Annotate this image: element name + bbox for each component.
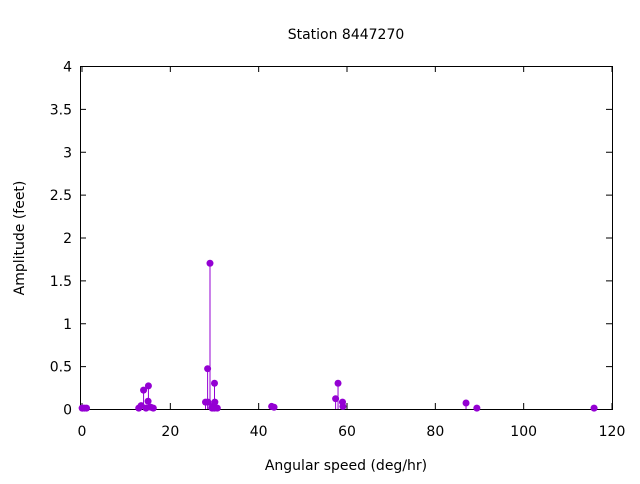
chart-title: Station 8447270 (288, 27, 405, 43)
stem-point (332, 395, 340, 403)
y-tick-label: 4 (63, 60, 72, 76)
stem-point (144, 382, 152, 390)
x-tick-label: 120 (599, 424, 626, 440)
y-axis-label: Amplitude (feet) (12, 181, 28, 296)
x-tick-label: 60 (338, 424, 356, 440)
y-tick-label: 0.5 (50, 360, 72, 376)
x-tick-label: 80 (426, 424, 444, 440)
x-tick-label: 40 (250, 424, 268, 440)
stem-point (140, 386, 148, 394)
x-axis-label: Angular speed (deg/hr) (265, 458, 427, 474)
stem-point (211, 379, 218, 387)
y-tick-label: 3.5 (50, 102, 72, 118)
y-tick-label: 3 (63, 145, 72, 161)
stem-point (462, 399, 470, 407)
stem-point (83, 404, 91, 412)
stem-point (213, 404, 221, 412)
y-tick-label: 1.5 (50, 274, 72, 290)
stem-point (590, 404, 598, 412)
stem-point (473, 404, 481, 412)
x-tick-label: 100 (510, 424, 537, 440)
y-tick-label: 1 (63, 317, 72, 333)
y-tick-label: 2.5 (50, 188, 72, 204)
stem-point (211, 398, 219, 406)
stem-point (270, 403, 278, 411)
stem-point (334, 379, 342, 387)
stem-point (339, 402, 347, 410)
x-tick-label: 20 (161, 424, 179, 440)
x-tick-label: 0 (78, 424, 87, 440)
stem-point (206, 259, 214, 267)
y-tick-label: 0 (63, 403, 72, 419)
stem-point (204, 365, 212, 373)
y-tick-label: 2 (63, 231, 72, 247)
plot-frame (80, 66, 613, 410)
stem-point (149, 404, 157, 412)
